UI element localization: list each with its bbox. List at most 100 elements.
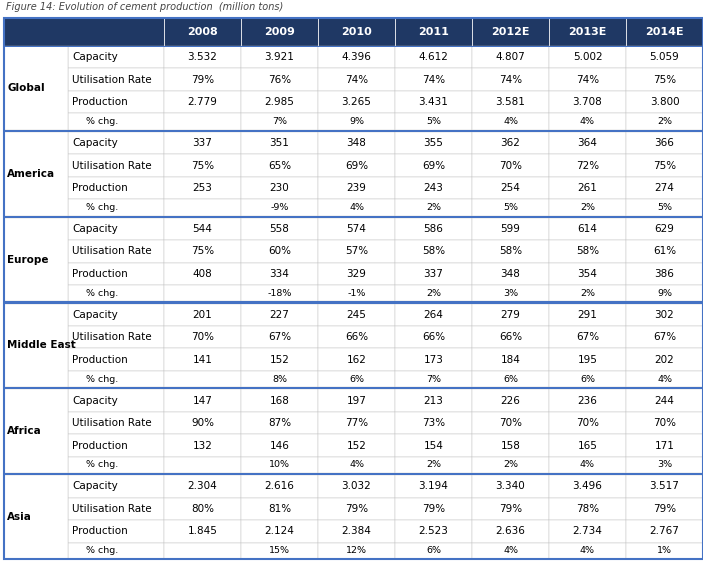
Bar	[68, 285, 164, 301]
Bar	[318, 217, 395, 240]
Text: 245: 245	[347, 310, 366, 320]
Text: 3.032: 3.032	[342, 482, 371, 491]
Text: Europe: Europe	[7, 255, 49, 265]
Text: 329: 329	[347, 269, 366, 279]
Bar	[395, 240, 472, 262]
Text: 152: 152	[347, 441, 366, 451]
Bar	[395, 326, 472, 348]
Text: 4%: 4%	[657, 375, 672, 384]
Bar	[241, 46, 318, 69]
Text: 4%: 4%	[349, 460, 364, 469]
Bar	[68, 217, 164, 240]
Bar	[164, 217, 241, 240]
Bar	[241, 457, 318, 473]
Text: Production: Production	[72, 269, 128, 279]
Text: 348: 348	[347, 138, 366, 148]
Text: 6%: 6%	[503, 375, 518, 384]
Bar	[549, 46, 626, 69]
Text: 58%: 58%	[422, 246, 445, 256]
Bar	[549, 543, 626, 559]
Text: 75%: 75%	[653, 161, 676, 170]
Bar	[164, 177, 241, 200]
Text: 2.616: 2.616	[264, 482, 295, 491]
Text: 2.779: 2.779	[188, 97, 217, 107]
Bar	[164, 114, 241, 130]
Bar	[241, 18, 318, 46]
Bar	[318, 200, 395, 216]
Bar	[472, 262, 549, 285]
Text: 3.431: 3.431	[418, 97, 449, 107]
Text: 77%: 77%	[345, 418, 368, 428]
Bar	[241, 262, 318, 285]
Bar	[318, 543, 395, 559]
Text: 72%: 72%	[576, 161, 599, 170]
Text: 66%: 66%	[422, 332, 445, 342]
Bar	[164, 69, 241, 91]
Bar	[549, 240, 626, 262]
Bar	[68, 543, 164, 559]
Text: 75%: 75%	[191, 246, 214, 256]
Bar	[241, 348, 318, 371]
Bar	[395, 285, 472, 301]
Text: 2%: 2%	[426, 203, 441, 212]
Bar	[4, 216, 703, 217]
Bar	[241, 543, 318, 559]
Bar	[626, 177, 703, 200]
Bar	[626, 434, 703, 457]
Text: 79%: 79%	[499, 504, 522, 514]
Bar	[164, 91, 241, 114]
Text: 586: 586	[424, 224, 444, 234]
Bar	[318, 18, 395, 46]
Text: Figure 14: Evolution of cement production  (million tons): Figure 14: Evolution of cement productio…	[6, 2, 283, 12]
Text: Africa: Africa	[7, 426, 41, 436]
Bar	[4, 18, 164, 46]
Bar	[395, 303, 472, 326]
Text: 9%: 9%	[657, 289, 672, 298]
Text: 70%: 70%	[653, 418, 676, 428]
Text: 79%: 79%	[653, 504, 676, 514]
Text: 558: 558	[269, 224, 290, 234]
Bar	[241, 285, 318, 301]
Text: 9%: 9%	[349, 117, 364, 126]
Bar	[4, 132, 68, 216]
Bar	[4, 473, 703, 475]
Bar	[549, 69, 626, 91]
Text: 348: 348	[501, 269, 520, 279]
Text: 65%: 65%	[268, 161, 291, 170]
Bar	[549, 389, 626, 412]
Text: Capacity: Capacity	[72, 482, 117, 491]
Bar	[318, 348, 395, 371]
Bar	[318, 114, 395, 130]
Bar	[626, 91, 703, 114]
Text: 2%: 2%	[426, 460, 441, 469]
Bar	[549, 114, 626, 130]
Bar	[4, 475, 68, 559]
Bar	[164, 18, 241, 46]
Text: 195: 195	[578, 355, 598, 365]
Text: Production: Production	[72, 183, 128, 193]
Bar	[318, 457, 395, 473]
Bar	[472, 240, 549, 262]
Text: 7%: 7%	[426, 375, 441, 384]
Text: 2%: 2%	[503, 460, 518, 469]
Bar	[395, 498, 472, 520]
Bar	[472, 520, 549, 543]
Text: 168: 168	[269, 396, 290, 406]
Bar	[626, 262, 703, 285]
Bar	[472, 285, 549, 301]
Bar	[68, 326, 164, 348]
Bar	[472, 200, 549, 216]
Text: 574: 574	[347, 224, 366, 234]
Text: 171: 171	[654, 441, 674, 451]
Text: 2.767: 2.767	[650, 527, 679, 536]
Bar	[318, 326, 395, 348]
Bar	[472, 18, 549, 46]
Text: Capacity: Capacity	[72, 396, 117, 406]
Bar	[4, 389, 68, 473]
Bar	[4, 217, 68, 301]
Bar	[549, 434, 626, 457]
Text: Utilisation Rate: Utilisation Rate	[72, 161, 152, 170]
Bar	[549, 91, 626, 114]
Bar	[549, 498, 626, 520]
Bar	[164, 285, 241, 301]
